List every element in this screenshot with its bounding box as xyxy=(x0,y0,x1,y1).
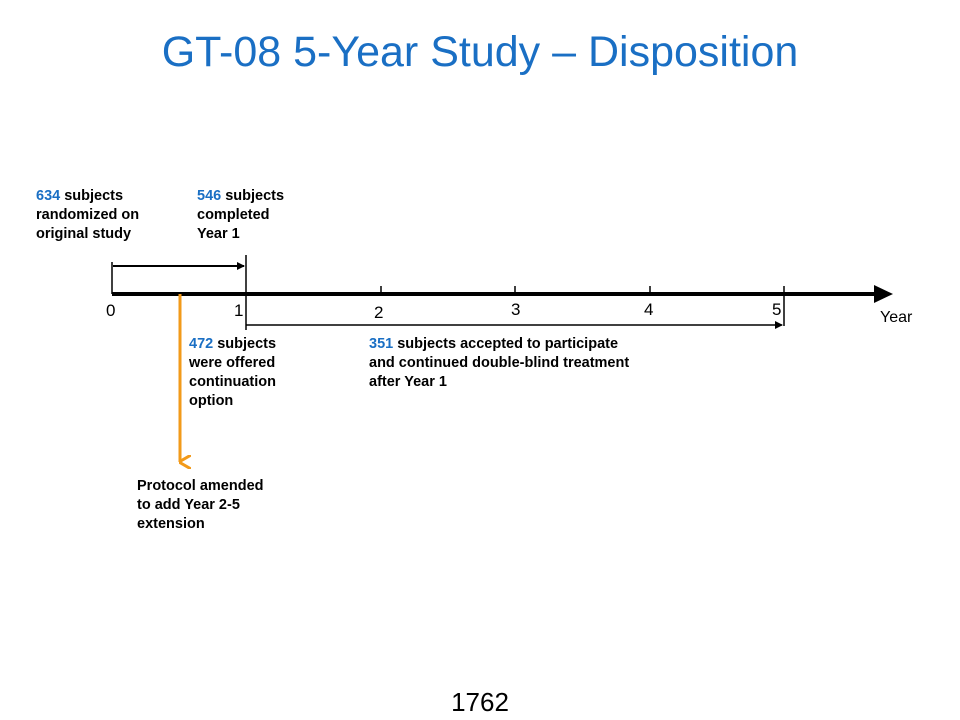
tick-label-2: 2 xyxy=(374,303,384,322)
randomized-count: 634 xyxy=(36,188,61,204)
protocol-amendment-note: Protocol amended to add Year 2-5 extensi… xyxy=(137,478,264,532)
completed-count: 546 xyxy=(197,188,222,204)
accepted-note: 351 subjects accepted to participate and… xyxy=(369,336,630,390)
tick-label-1: 1 xyxy=(234,301,244,320)
offered-count: 472 xyxy=(189,336,214,352)
completed-note: 546 subjects completed Year 1 xyxy=(197,188,285,242)
page-title: GT-08 5-Year Study – Disposition xyxy=(161,28,799,76)
axis-name: Year xyxy=(880,309,913,326)
accepted-count: 351 xyxy=(369,336,394,352)
page-number: 1762 xyxy=(451,687,509,717)
tick-label-0: 0 xyxy=(106,301,116,320)
timeline-axis-arrowhead xyxy=(874,285,893,303)
randomized-note: 634 subjects randomized on original stud… xyxy=(36,188,140,242)
tick-label-4: 4 xyxy=(644,300,654,319)
tick-label-5: 5 xyxy=(772,300,782,319)
tick-label-3: 3 xyxy=(511,300,521,319)
offered-note: 472 subjects were offered continuation o… xyxy=(189,336,277,409)
